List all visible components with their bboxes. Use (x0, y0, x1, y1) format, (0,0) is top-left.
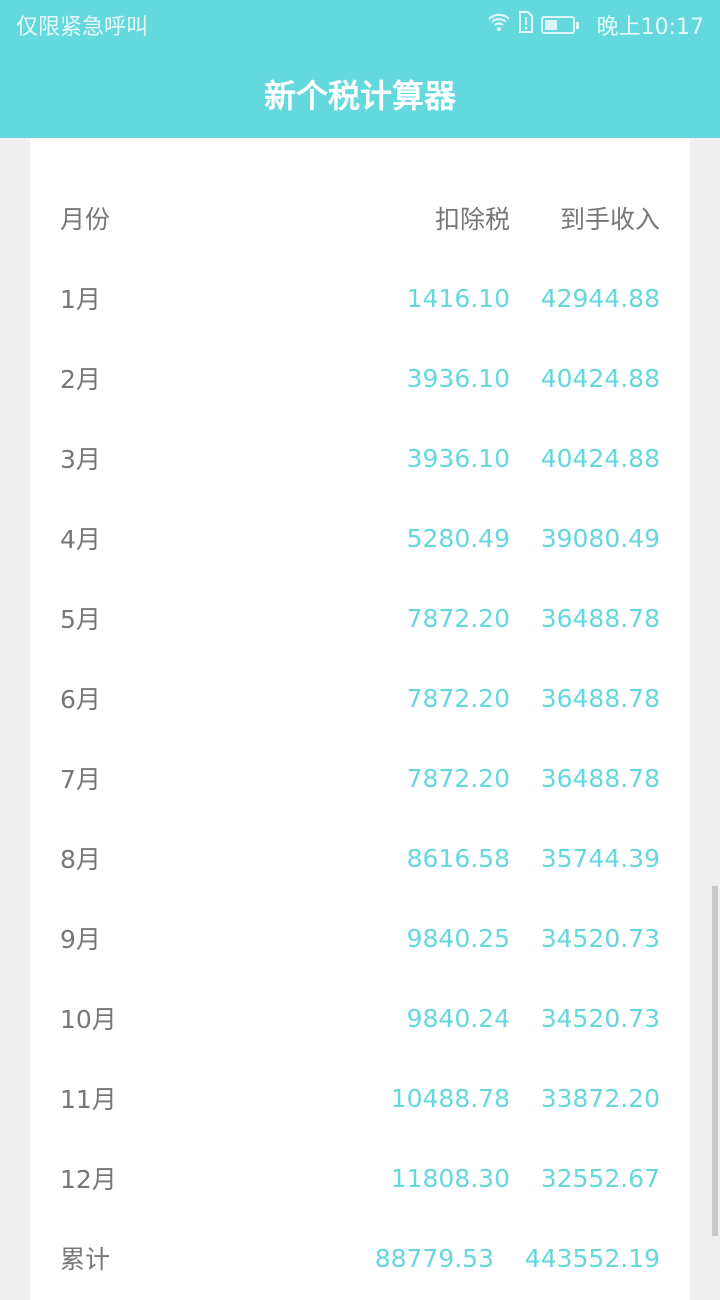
tax-cell: 9840.24 (406, 1003, 510, 1033)
total-income: 443552.19 (524, 1243, 660, 1273)
table-row: 3月 3936.10 40424.88 (60, 438, 660, 478)
month-cell: 4月 (60, 525, 101, 554)
month-cell: 11月 (60, 1085, 117, 1114)
income-cell: 34520.73 (540, 923, 660, 953)
table-row: 12月 11808.30 32552.67 (60, 1158, 660, 1198)
month-cell: 7月 (60, 765, 101, 794)
month-cell: 5月 (60, 605, 101, 634)
battery-icon (540, 16, 579, 34)
income-header: 到手收入 (559, 205, 660, 234)
table-row: 5月 7872.20 36488.78 (60, 598, 660, 638)
table-row: 10月 9840.24 34520.73 (60, 998, 660, 1038)
total-row: 累计 88779.53 443552.19 (60, 1238, 660, 1278)
tax-cell: 7872.20 (406, 683, 510, 713)
tax-cell: 7872.20 (406, 603, 510, 633)
month-cell: 10月 (60, 1005, 117, 1034)
income-cell: 36488.78 (540, 763, 660, 793)
tax-header: 扣除税 (434, 205, 510, 234)
tax-cell: 8616.58 (406, 843, 510, 873)
table-row: 2月 3936.10 40424.88 (60, 358, 660, 398)
page-title: 新个税计算器 (263, 77, 456, 115)
table-row: 11月 10488.78 33872.20 (60, 1078, 660, 1118)
wifi-icon (487, 12, 511, 38)
month-cell: 6月 (60, 685, 101, 714)
tax-cell: 9840.25 (406, 923, 510, 953)
income-cell: 40424.88 (540, 363, 660, 393)
table-row: 8月 8616.58 35744.39 (60, 838, 660, 878)
tax-table-card: 月份 扣除税 到手收入 1月 1416.10 42944.88 2月 3936.10 40… (30, 100, 690, 1300)
income-cell: 36488.78 (540, 683, 660, 713)
table-row: 9月 9840.25 34520.73 (60, 918, 660, 958)
total-tax: 88779.53 (374, 1243, 494, 1273)
income-cell: 39080.49 (540, 523, 660, 553)
income-cell: 42944.88 (540, 283, 660, 313)
month-cell: 2月 (60, 365, 101, 394)
tax-cell: 7872.20 (406, 763, 510, 793)
month-cell: 1月 (60, 285, 101, 314)
carrier-text: 仅限紧急呼叫 (16, 15, 149, 40)
income-cell: 36488.78 (540, 603, 660, 633)
tax-cell: 5280.49 (406, 523, 510, 553)
sim-alert-icon (518, 11, 533, 39)
header: 仅限紧急呼叫 晚上10:17 新个税计算器 (0, 0, 720, 138)
month-cell: 9月 (60, 925, 101, 954)
clock: 晚上10:17 (596, 15, 704, 40)
income-cell: 34520.73 (540, 1003, 660, 1033)
table-row: 6月 7872.20 36488.78 (60, 678, 660, 718)
tax-cell: 10488.78 (390, 1083, 510, 1113)
tax-cell: 3936.10 (406, 443, 510, 473)
income-cell: 33872.20 (540, 1083, 660, 1113)
income-cell: 32552.67 (540, 1163, 660, 1193)
table-row: 7月 7872.20 36488.78 (60, 758, 660, 798)
table-row: 1月 1416.10 42944.88 (60, 278, 660, 318)
income-cell: 40424.88 (540, 443, 660, 473)
month-cell: 3月 (60, 445, 101, 474)
tax-cell: 1416.10 (406, 283, 510, 313)
table-row: 4月 5280.49 39080.49 (60, 518, 660, 558)
month-cell: 8月 (60, 845, 101, 874)
tax-cell: 3936.10 (406, 363, 510, 393)
month-header: 月份 (60, 205, 111, 234)
tax-cell: 11808.30 (390, 1163, 510, 1193)
total-label: 累计 (60, 1245, 111, 1274)
month-cell: 12月 (60, 1165, 117, 1194)
scrollbar[interactable] (712, 886, 718, 1236)
income-cell: 35744.39 (540, 843, 660, 873)
table-header: 月份 扣除税 到手收入 (60, 198, 660, 238)
status-bar: 仅限紧急呼叫 晚上10:17 (0, 0, 720, 50)
